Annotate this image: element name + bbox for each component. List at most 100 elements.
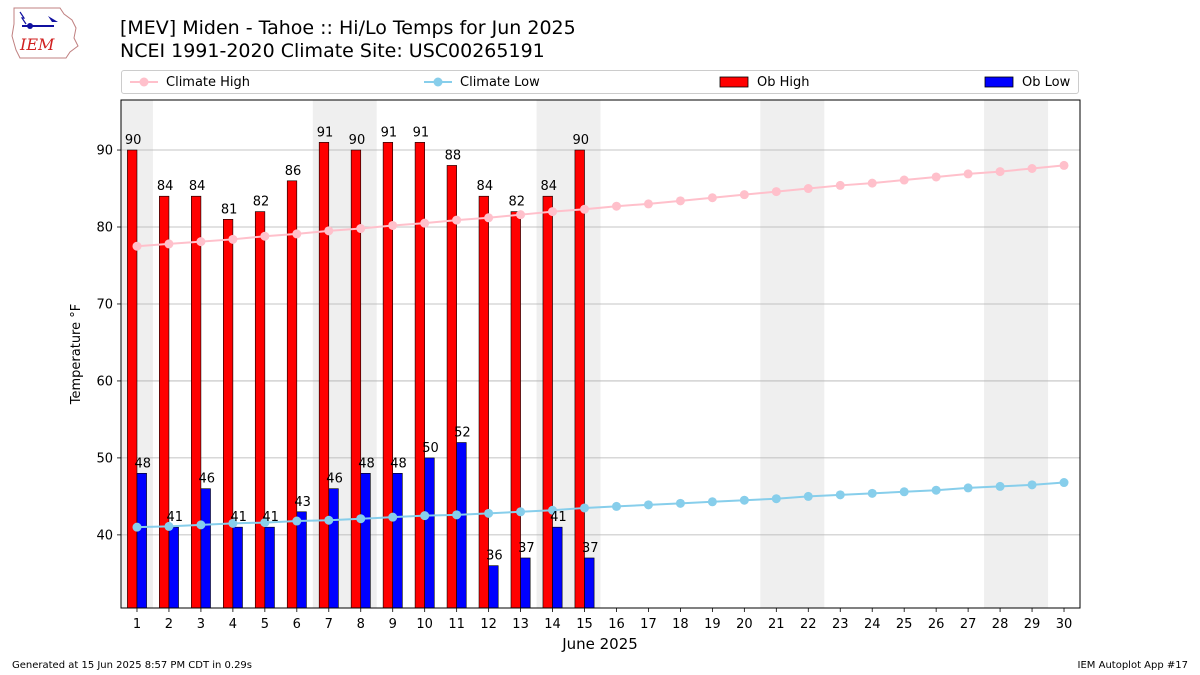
climate-high-point (324, 226, 334, 236)
ob-high-bar (318, 142, 330, 609)
legend-label-ob-high: Ob High (757, 74, 810, 90)
x-tick-label: 20 (736, 617, 753, 632)
ob-high-bar (127, 149, 138, 609)
climate-high-point (963, 169, 973, 179)
ob-high-label: 86 (285, 164, 302, 179)
x-tick-label: 7 (325, 617, 333, 632)
ob-high-label: 91 (413, 125, 430, 140)
ob-low-label: 43 (294, 495, 311, 510)
ob-low-label: 41 (262, 510, 279, 525)
ob-low-bar (488, 565, 499, 609)
ob-high-bar (574, 149, 585, 609)
x-tick-label: 1 (133, 617, 141, 632)
x-tick-label: 2 (165, 617, 173, 632)
ob-low-bar (392, 473, 403, 609)
ob-low-bar (456, 442, 467, 609)
ob-low-bar (200, 488, 211, 609)
ob-low-bar (584, 557, 595, 609)
plot-frame (120, 99, 1081, 609)
x-tick-label: 24 (864, 617, 881, 632)
climate-lines-layer (132, 160, 1069, 532)
climate-low-point (931, 485, 941, 495)
x-tick-label: 8 (357, 617, 365, 632)
weekend-band (760, 100, 825, 608)
ob-high-label: 84 (157, 179, 174, 194)
climate-low-point (739, 495, 749, 505)
climate-high-point (867, 178, 877, 188)
ob-low-label: 41 (230, 510, 247, 525)
ob-high-label: 84 (477, 179, 494, 194)
y-tick-label: 70 (96, 297, 113, 312)
x-tick-label: 19 (704, 617, 721, 632)
legend-item-climate-high: Climate High (130, 71, 250, 93)
climate-high-point (835, 180, 845, 190)
ob-high-label: 82 (509, 195, 526, 210)
ob-high-bar (191, 195, 202, 609)
x-tick-label: 6 (293, 617, 301, 632)
ob-high-bar (159, 195, 170, 609)
ob-low-bar (264, 526, 275, 609)
ob-low-label: 37 (518, 541, 535, 556)
ob-low-label: 50 (422, 441, 439, 456)
x-tick-label: 9 (389, 617, 397, 632)
ob-high-label: 84 (189, 179, 206, 194)
climate-high-point (292, 229, 302, 239)
climate-low-point (356, 514, 366, 524)
grid-lines (121, 149, 1080, 536)
x-tick-label: 29 (1024, 617, 1041, 632)
climate-low-point (132, 522, 142, 532)
ob-high-label: 91 (381, 125, 398, 140)
ob-high-bar (446, 165, 457, 609)
x-tick-label: 28 (992, 617, 1009, 632)
climate-high-point (164, 239, 174, 249)
legend-item-ob-high: Ob High (719, 71, 810, 93)
climate-high-point (643, 199, 653, 209)
climate-low-point (388, 512, 398, 522)
ob-low-bar (136, 473, 147, 609)
climate-low-point (196, 520, 206, 530)
climate-high-point (1027, 164, 1037, 174)
climate-low-point (995, 481, 1005, 491)
ob-low-label: 46 (198, 472, 215, 487)
climate-high-point (931, 172, 941, 182)
climate-low-point (771, 494, 781, 504)
ob-high-label: 81 (221, 202, 238, 217)
climate-low-point (484, 508, 494, 518)
ob-high-bar (254, 211, 266, 609)
x-tick-label: 4 (229, 617, 237, 632)
ob-low-label: 48 (358, 456, 375, 471)
ob-low-label: 41 (166, 510, 183, 525)
climate-low-point (580, 503, 590, 513)
y-tick-label: 60 (96, 374, 113, 389)
climate-low-point (228, 518, 238, 528)
climate-high-point (548, 207, 558, 217)
climate-low-point (164, 521, 174, 531)
climate-low-point (452, 510, 462, 520)
climate-low-point (292, 516, 302, 526)
ob-high-bar (542, 195, 553, 609)
x-tick-label: 21 (768, 617, 785, 632)
ob-low-label: 52 (454, 426, 471, 441)
ob-high-label: 90 (572, 133, 589, 148)
climate-high-point (356, 224, 366, 234)
ob-low-bar (360, 473, 371, 609)
climate-high-point (771, 187, 781, 197)
ob-low-label: 48 (135, 456, 152, 471)
iem-logo: IEM (11, 7, 79, 59)
ob-high-bar (286, 180, 298, 609)
ob-low-label: 46 (326, 472, 343, 487)
x-tick-label: 5 (261, 617, 269, 632)
x-tick-label: 3 (197, 617, 205, 632)
x-tick-label: 26 (928, 617, 945, 632)
ob-high-label: 90 (349, 133, 366, 148)
legend-item-climate-low: Climate Low (424, 71, 540, 93)
climate-high-point (707, 193, 717, 203)
climate-high-point (132, 241, 142, 251)
ob-low-bar (296, 511, 307, 609)
climate-low-point (835, 490, 845, 500)
ob-high-label: 88 (445, 148, 462, 163)
climate-high-point (452, 215, 462, 225)
ob-low-label: 41 (550, 510, 567, 525)
